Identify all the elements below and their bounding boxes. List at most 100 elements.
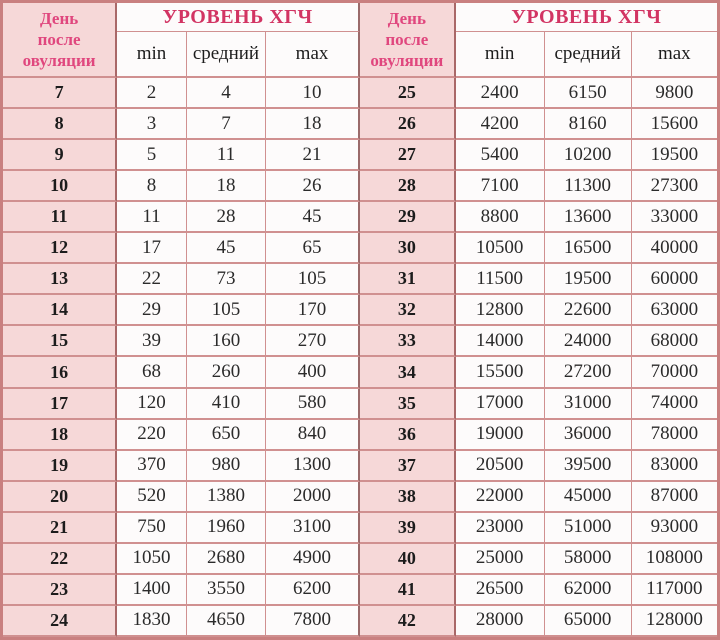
day-cell: 31 [360, 264, 456, 296]
value-cell: 63000 [631, 295, 717, 327]
day-cell: 18 [3, 419, 118, 451]
column-header-avg: средний [544, 32, 632, 78]
day-column-header: День после овуляции [3, 3, 118, 78]
day-cell: 42 [360, 605, 456, 637]
value-cell: 2680 [186, 543, 267, 575]
value-cell: 87000 [631, 481, 717, 513]
value-cell: 520 [117, 481, 187, 513]
value-cell: 117000 [631, 574, 717, 606]
day-cell: 27 [360, 140, 456, 172]
value-cell: 27200 [544, 357, 632, 389]
value-cell: 2000 [266, 481, 360, 513]
value-cell: 10200 [544, 140, 632, 172]
value-cell: 105 [186, 295, 267, 327]
value-cell: 45000 [544, 481, 632, 513]
value-cell: 11 [117, 202, 187, 234]
value-cell: 74000 [631, 388, 717, 420]
value-cell: 29 [117, 295, 187, 327]
day-cell: 28 [360, 171, 456, 203]
value-cell: 4 [186, 78, 267, 110]
day-header-line: День [40, 8, 79, 28]
value-cell: 650 [186, 419, 267, 451]
value-cell: 70000 [631, 357, 717, 389]
value-cell: 68 [117, 357, 187, 389]
day-cell: 13 [3, 264, 118, 296]
day-header-line: День [387, 8, 426, 28]
value-cell: 2400 [455, 78, 545, 110]
value-cell: 4900 [266, 543, 360, 575]
value-cell: 11300 [544, 171, 632, 203]
day-cell: 37 [360, 450, 456, 482]
day-cell: 29 [360, 202, 456, 234]
day-cell: 23 [3, 574, 118, 606]
value-cell: 5 [117, 140, 187, 172]
day-cell: 38 [360, 481, 456, 513]
value-cell: 60000 [631, 264, 717, 296]
value-cell: 128000 [631, 605, 717, 637]
value-cell: 11500 [455, 264, 545, 296]
value-cell: 8160 [544, 109, 632, 141]
day-cell: 34 [360, 357, 456, 389]
day-header-line: овуляции [22, 51, 96, 71]
day-cell: 8 [3, 109, 118, 141]
day-header-line: после [385, 29, 429, 49]
value-cell: 120 [117, 388, 187, 420]
value-cell: 14000 [455, 326, 545, 358]
day-cell: 32 [360, 295, 456, 327]
value-cell: 1380 [186, 481, 267, 513]
value-cell: 8800 [455, 202, 545, 234]
value-cell: 31000 [544, 388, 632, 420]
value-cell: 93000 [631, 512, 717, 544]
value-cell: 270 [266, 326, 360, 358]
value-cell: 22600 [544, 295, 632, 327]
value-cell: 980 [186, 450, 267, 482]
value-cell: 15600 [631, 109, 717, 141]
value-cell: 370 [117, 450, 187, 482]
value-cell: 3 [117, 109, 187, 141]
value-cell: 45 [266, 202, 360, 234]
value-cell: 1960 [186, 512, 267, 544]
value-cell: 21 [266, 140, 360, 172]
column-header-max: max [266, 32, 360, 78]
value-cell: 83000 [631, 450, 717, 482]
value-cell: 7800 [266, 605, 360, 637]
value-cell: 19000 [455, 419, 545, 451]
day-cell: 41 [360, 574, 456, 606]
column-header-max: max [631, 32, 717, 78]
value-cell: 410 [186, 388, 267, 420]
day-header-line: после [37, 29, 81, 49]
value-cell: 16500 [544, 233, 632, 265]
day-cell: 10 [3, 171, 118, 203]
value-cell: 1300 [266, 450, 360, 482]
day-cell: 14 [3, 295, 118, 327]
value-cell: 2 [117, 78, 187, 110]
value-cell: 28 [186, 202, 267, 234]
value-cell: 105 [266, 264, 360, 296]
value-cell: 17 [117, 233, 187, 265]
value-cell: 15500 [455, 357, 545, 389]
value-cell: 39500 [544, 450, 632, 482]
value-cell: 19500 [544, 264, 632, 296]
day-cell: 35 [360, 388, 456, 420]
day-cell: 7 [3, 78, 118, 110]
day-cell: 16 [3, 357, 118, 389]
value-cell: 10 [266, 78, 360, 110]
value-cell: 170 [266, 295, 360, 327]
day-cell: 15 [3, 326, 118, 358]
value-cell: 19500 [631, 140, 717, 172]
value-cell: 24000 [544, 326, 632, 358]
value-cell: 23000 [455, 512, 545, 544]
value-cell: 39 [117, 326, 187, 358]
value-cell: 840 [266, 419, 360, 451]
value-cell: 58000 [544, 543, 632, 575]
value-cell: 10500 [455, 233, 545, 265]
value-cell: 260 [186, 357, 267, 389]
value-cell: 27300 [631, 171, 717, 203]
day-cell: 33 [360, 326, 456, 358]
value-cell: 7100 [455, 171, 545, 203]
day-cell: 21 [3, 512, 118, 544]
value-cell: 65000 [544, 605, 632, 637]
value-cell: 3550 [186, 574, 267, 606]
value-cell: 4650 [186, 605, 267, 637]
day-cell: 12 [3, 233, 118, 265]
